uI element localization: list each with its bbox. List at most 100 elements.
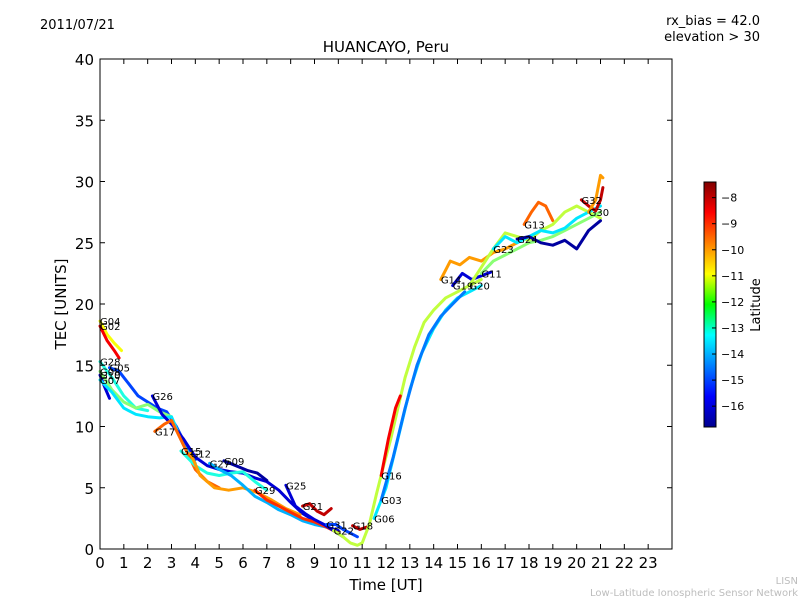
- series-label-g28: G28: [100, 358, 120, 369]
- y-tick-label: 0: [84, 541, 94, 559]
- elevation-label: elevation > 30: [664, 30, 760, 45]
- x-tick-label: 19: [543, 554, 562, 572]
- x-tick-label: 1: [119, 554, 129, 572]
- series-line-g12: [189, 451, 302, 517]
- series-label-g29: G29: [255, 486, 275, 497]
- y-tick-label: 25: [75, 235, 94, 253]
- series-line-g13: [522, 200, 555, 226]
- series-line-g06: [372, 284, 483, 520]
- x-ticks: 0 1 2 3 4 5 6 7 8 9 10 11 12 13 14 15 16 17 18 19 20 21 22 23: [95, 59, 658, 572]
- x-tick-label: 10: [329, 554, 348, 572]
- colorbar-tick-label: −11: [721, 270, 744, 283]
- y-axis-label: TEC [UNITS]: [52, 259, 70, 351]
- x-tick-label: 11: [353, 554, 372, 572]
- series-line-g03: [379, 290, 467, 502]
- series-line-g10: [98, 373, 111, 400]
- colorbar-tick-label: −10: [721, 244, 744, 257]
- series-line-g11: [479, 210, 602, 275]
- x-tick-label: 20: [567, 554, 586, 572]
- rx-bias-label: rx_bias = 42.0: [666, 14, 760, 29]
- colorbar-tick-label: −14: [721, 348, 744, 361]
- x-tick-label: 9: [310, 554, 320, 572]
- series-line-g04: [98, 319, 123, 353]
- x-tick-label: 14: [424, 554, 443, 572]
- x-tick-label: 0: [95, 554, 105, 572]
- series-label-g22: G22: [334, 527, 354, 538]
- series-layer: [98, 173, 605, 547]
- series-line-g30: [587, 173, 605, 214]
- series-label-g11: G11: [481, 269, 501, 280]
- x-tick-label: 21: [591, 554, 610, 572]
- x-tick-label: 12: [376, 554, 395, 572]
- series-label-g13: G13: [524, 220, 544, 231]
- series-label-g18: G18: [353, 522, 373, 533]
- colorbar-label: Latitude: [749, 278, 764, 332]
- x-axis-label: Time [UT]: [348, 576, 422, 594]
- colorbar-tick-label: −13: [721, 322, 744, 335]
- series-label-g27: G27: [210, 459, 230, 470]
- colorbar-tick-label: −8: [721, 192, 737, 205]
- series-label-g06: G06: [374, 514, 394, 525]
- series-line-g02: [98, 324, 121, 360]
- y-tick-label: 30: [75, 174, 94, 192]
- series-label-g26: G26: [152, 392, 172, 403]
- series-line-g09: [222, 459, 269, 482]
- x-tick-label: 3: [167, 554, 177, 572]
- series-label-g15: G15: [181, 447, 201, 458]
- series-label-g20: G20: [469, 282, 489, 293]
- colorbar-tick-label: −15: [721, 374, 744, 387]
- series-label-g04: G04: [100, 317, 120, 328]
- series-label-g21: G21: [303, 502, 323, 513]
- series-label-g17: G17: [155, 427, 175, 438]
- series-label-g32: G32: [581, 196, 601, 207]
- colorbar-tick-label: −9: [721, 218, 737, 231]
- series-line-g21: [301, 502, 333, 517]
- x-tick-label: 6: [238, 554, 248, 572]
- y-tick-label: 40: [75, 51, 94, 69]
- series-line-g32: [579, 186, 605, 213]
- series-line-g24: [515, 219, 602, 251]
- series-label-g02: G02: [100, 322, 120, 333]
- footer-org-short: LISN: [775, 576, 798, 587]
- y-tick-label: 15: [75, 357, 94, 375]
- colorbar-tick-label: −12: [721, 296, 744, 309]
- series-label-g14: G14: [441, 276, 461, 287]
- series-label-g10: G10: [100, 371, 120, 382]
- series-line-g28: [98, 360, 150, 413]
- x-tick-label: 5: [214, 554, 224, 572]
- date-label: 2011/07/21: [40, 18, 115, 33]
- colorbar: [703, 181, 717, 428]
- y-tick-label: 5: [84, 480, 94, 498]
- series-label-g12: G12: [191, 449, 211, 460]
- series-label-g03: G03: [381, 496, 401, 507]
- x-tick-label: 8: [286, 554, 296, 572]
- y-tick-label: 10: [75, 419, 94, 437]
- series-line-g16: [379, 394, 402, 477]
- series-line-g22: [332, 278, 483, 547]
- x-tick-label: 7: [262, 554, 272, 572]
- y-ticks: 0 5 10 15 20 25 30 35 40: [75, 51, 672, 559]
- series-line-g23: [491, 204, 602, 251]
- series-label-g07: G07: [100, 376, 120, 387]
- series-line-g18: [351, 524, 369, 531]
- series-line-g20: [467, 204, 602, 288]
- x-tick-label: 18: [519, 554, 538, 572]
- x-tick-label: 22: [615, 554, 634, 572]
- series-line-g14: [439, 241, 519, 281]
- footer-org-full: Low-Latitude Ionospheric Sensor Network: [590, 588, 798, 599]
- x-tick-label: 17: [496, 554, 515, 572]
- series-label-g08: G08: [100, 367, 120, 378]
- x-tick-label: 4: [191, 554, 201, 572]
- y-tick-label: 20: [75, 296, 94, 314]
- series-line-g31: [324, 523, 359, 539]
- colorbar-ticks: −8 −9 −10 −11 −12 −13 −14 −15 −16: [712, 192, 744, 413]
- x-tick-label: 16: [472, 554, 491, 572]
- series-label-g09: G09: [224, 457, 244, 468]
- series-label-g19: G19: [453, 282, 473, 293]
- x-tick-label: 13: [400, 554, 419, 572]
- colorbar-tick-label: −16: [721, 400, 744, 413]
- series-label-g30: G30: [589, 208, 609, 219]
- series-label-g05: G05: [110, 364, 130, 375]
